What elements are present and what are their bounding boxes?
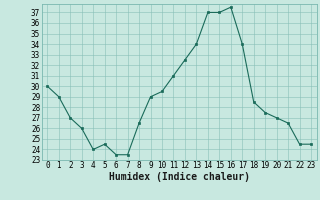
X-axis label: Humidex (Indice chaleur): Humidex (Indice chaleur) [109,172,250,182]
